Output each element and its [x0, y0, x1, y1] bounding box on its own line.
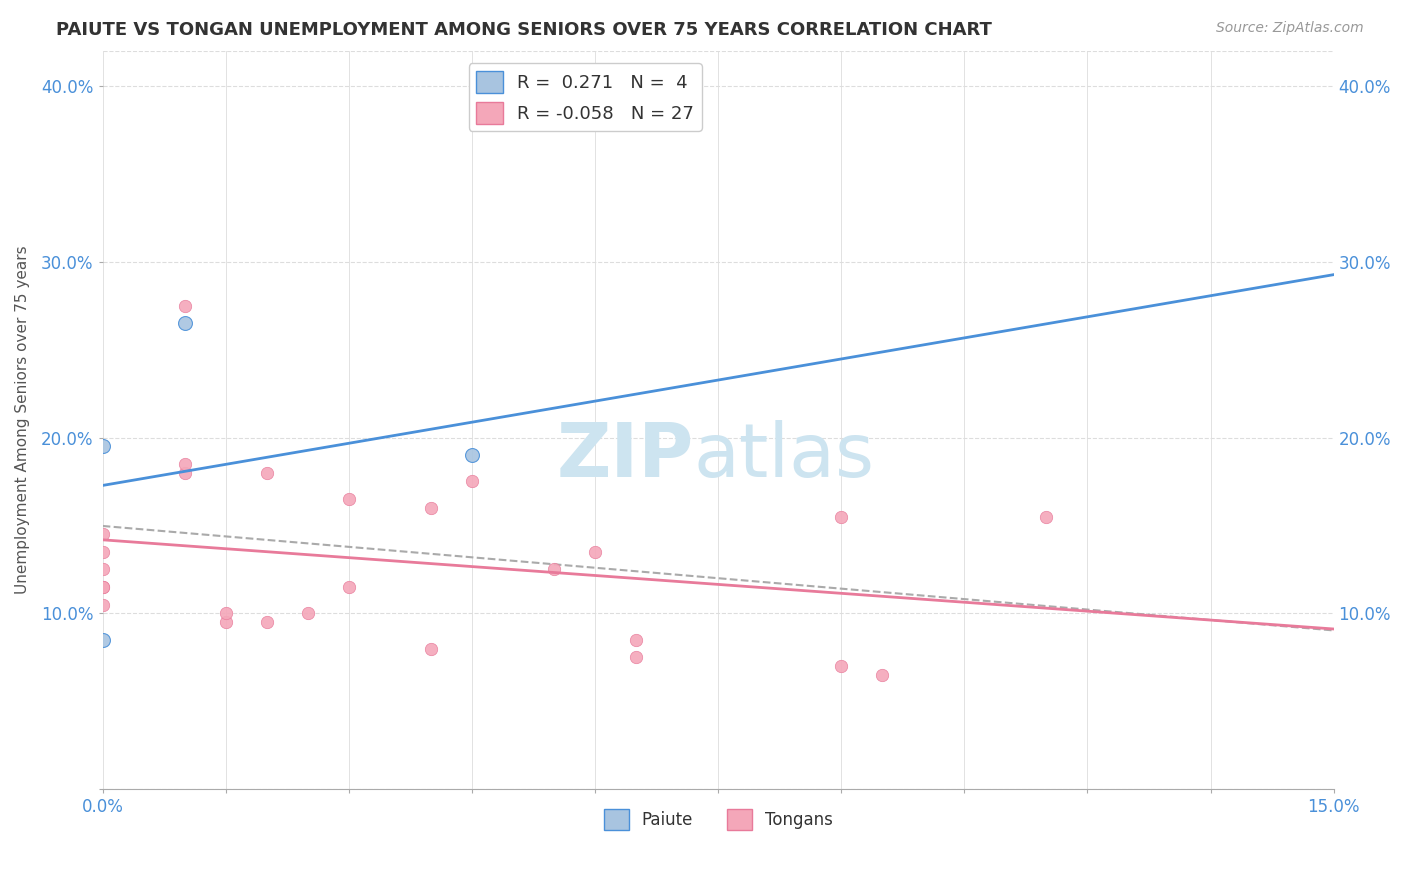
Point [872, 668, 894, 682]
Point [256, 466, 278, 480]
Point [173, 466, 195, 480]
Point [419, 641, 441, 656]
Point [91, 580, 114, 594]
Text: Source: ZipAtlas.com: Source: ZipAtlas.com [1216, 21, 1364, 35]
Text: ZIP: ZIP [557, 420, 693, 493]
Point [624, 632, 647, 647]
Legend: Paiute, Tongans: Paiute, Tongans [598, 803, 839, 837]
Point [1035, 509, 1057, 524]
Point [583, 545, 606, 559]
Point [256, 615, 278, 629]
Point [337, 580, 360, 594]
Point [91, 527, 114, 541]
Point [419, 500, 441, 515]
Text: atlas: atlas [693, 420, 875, 493]
Point [91, 545, 114, 559]
Point [830, 509, 852, 524]
Point [215, 607, 238, 621]
Point [543, 562, 565, 576]
Point [337, 492, 360, 507]
Point [91, 562, 114, 576]
Point [297, 607, 319, 621]
Point [91, 580, 114, 594]
Point [830, 659, 852, 673]
Point [91, 598, 114, 612]
Point [173, 457, 195, 471]
Point [173, 316, 195, 330]
Point [91, 439, 114, 453]
Point [91, 632, 114, 647]
Y-axis label: Unemployment Among Seniors over 75 years: Unemployment Among Seniors over 75 years [15, 245, 30, 594]
Point [173, 299, 195, 313]
Text: PAIUTE VS TONGAN UNEMPLOYMENT AMONG SENIORS OVER 75 YEARS CORRELATION CHART: PAIUTE VS TONGAN UNEMPLOYMENT AMONG SENI… [56, 21, 993, 38]
Point [215, 615, 238, 629]
Point [461, 448, 484, 462]
Point [624, 650, 647, 665]
Point [461, 475, 484, 489]
